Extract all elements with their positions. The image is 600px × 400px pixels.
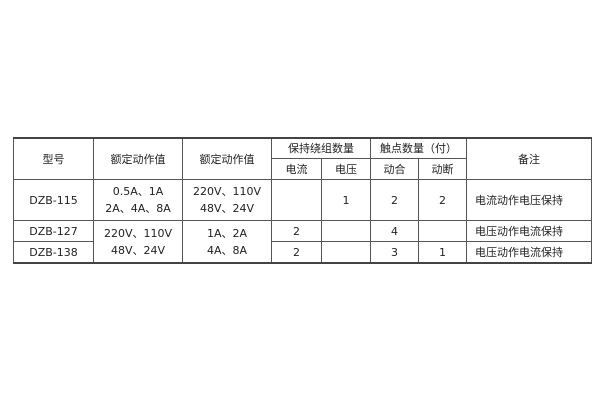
cell-rated-1-shared: 220V、110V 48V、24V	[93, 220, 183, 264]
rated-1-line-1: 220V、110V	[103, 226, 173, 240]
header-rated-value-2: 额定动作值	[182, 137, 272, 180]
relay-spec-table: 型号 额定动作值 额定动作值 保持绕组数量 触点数量（付） 备注 电流 电压 动…	[13, 137, 592, 264]
cell-current: 2	[271, 241, 322, 264]
rated-2-line-1: 1A、2A	[206, 226, 248, 240]
cell-note: 电压动作电流保持	[466, 241, 592, 264]
cell-rated-2-shared: 1A、2A 4A、8A	[182, 220, 272, 264]
cell-current	[271, 179, 322, 221]
header-row-1: 型号 额定动作值 额定动作值 保持绕组数量 触点数量（付） 备注	[13, 137, 592, 180]
cell-break: 1	[418, 241, 467, 264]
cell-rated-2: 220V、110V 48V、24V	[182, 179, 272, 221]
header-model: 型号	[13, 137, 94, 180]
rated-1-line-1: 0.5A、1A	[112, 185, 164, 198]
table-row: DZB-138 2 3 1 电压动作电流保持	[13, 241, 592, 264]
rated-2-line-2: 48V、24V	[199, 202, 255, 215]
cell-make: 2	[370, 179, 419, 221]
rated-2-line-2: 4A、8A	[206, 243, 248, 257]
cell-break: 2	[418, 179, 467, 221]
cell-make: 3	[370, 241, 419, 264]
cell-note: 电流动作电压保持	[466, 179, 592, 221]
header-holding-winding: 保持绕组数量	[271, 137, 371, 159]
rated-1-line-2: 48V、24V	[110, 243, 166, 257]
cell-voltage: 1	[321, 179, 371, 221]
cell-make: 4	[370, 220, 419, 242]
cell-voltage	[321, 220, 371, 242]
cell-current: 2	[271, 220, 322, 242]
cell-rated-1: 0.5A、1A 2A、4A、8A	[93, 179, 183, 221]
rated-1-line-2: 2A、4A、8A	[105, 202, 171, 215]
cell-model: DZB-127	[13, 220, 94, 242]
header-voltage: 电压	[321, 158, 371, 180]
cell-model: DZB-115	[13, 179, 94, 221]
rated-2-line-1: 220V、110V	[192, 185, 262, 198]
table-row: DZB-115 0.5A、1A 2A、4A、8A 220V、110V 48V、24V…	[13, 179, 592, 221]
header-make: 动合	[370, 158, 419, 180]
cell-model: DZB-138	[13, 241, 94, 264]
cell-note: 电压动作电流保持	[466, 220, 592, 242]
header-break: 动断	[418, 158, 467, 180]
cell-break	[418, 220, 467, 242]
header-current: 电流	[271, 158, 322, 180]
header-note: 备注	[466, 137, 592, 180]
header-rated-value-1: 额定动作值	[93, 137, 183, 180]
cell-voltage	[321, 241, 371, 264]
header-contacts: 触点数量（付）	[370, 137, 467, 159]
table-row: DZB-127 220V、110V 48V、24V 1A、2A 4A、8A 2 4 …	[13, 220, 592, 264]
